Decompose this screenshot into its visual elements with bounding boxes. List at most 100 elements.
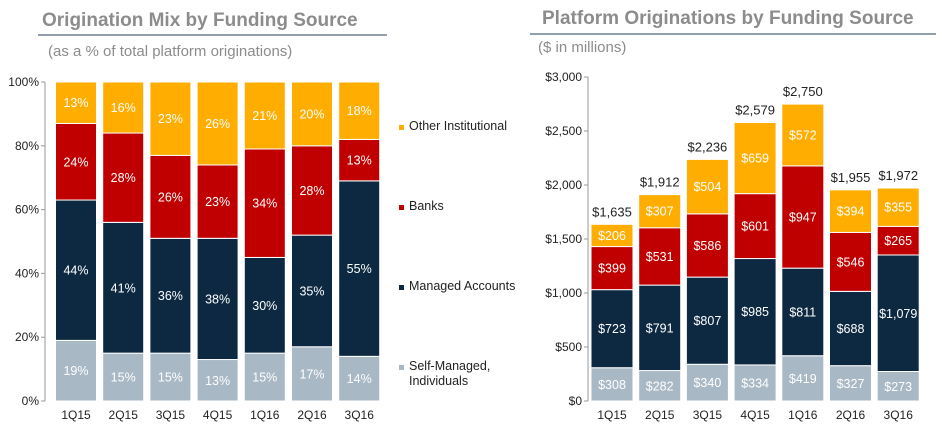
data-label: 30%: [252, 299, 277, 313]
bar-segment-self_managed: [243, 352, 286, 402]
legend-item-self_managed: Self-Managed,Individuals: [399, 359, 490, 388]
data-label: $273: [884, 380, 912, 394]
data-label: 24%: [63, 155, 88, 169]
x-tick-label: 2Q16: [297, 408, 327, 422]
data-label: 16%: [111, 101, 136, 115]
y-tick-label: $3,000: [545, 70, 582, 84]
data-label: $355: [884, 201, 912, 215]
legend-item-managed_accounts: Managed Accounts: [399, 279, 515, 293]
bar-segment-self_managed: [102, 352, 145, 402]
data-label: $947: [789, 211, 817, 225]
bar-segment-other_institutional: [149, 81, 192, 156]
y-tick-label: 60%: [15, 203, 39, 217]
data-label: $308: [598, 378, 626, 392]
data-label: $546: [837, 255, 865, 269]
chart-title: Origination Mix by Funding Source: [42, 10, 358, 31]
bar-segment-other_institutional: [291, 81, 333, 147]
data-label: $659: [741, 152, 769, 166]
data-label: $394: [837, 205, 865, 219]
data-label: 28%: [111, 171, 136, 185]
y-tick-label: 80%: [15, 139, 39, 153]
data-label: 20%: [299, 107, 324, 121]
bar-segment-self_managed: [338, 355, 381, 402]
data-label: 19%: [63, 364, 88, 378]
y-tick-label: $1,000: [545, 286, 582, 300]
data-label: $723: [598, 322, 626, 336]
bar-segment-other_institutional: [638, 194, 682, 229]
data-label: 23%: [158, 112, 183, 126]
bar-segment-banks: [781, 165, 825, 269]
data-label: $1,079: [879, 307, 917, 321]
data-label: $531: [646, 250, 674, 264]
x-tick-label: 2Q16: [836, 408, 866, 422]
bar-segment-other_institutional: [55, 81, 97, 124]
origination-mix-chart: Origination Mix by Funding Source (as a …: [8, 10, 515, 422]
legend-swatch: [399, 205, 404, 210]
data-label: $265: [884, 234, 912, 248]
bar-segment-managed_accounts: [876, 254, 920, 373]
legend-swatch: [399, 285, 404, 290]
bar-segment-self_managed: [291, 346, 333, 402]
total-label: $2,579: [735, 102, 775, 117]
chart-subtitle: ($ in millions): [538, 39, 626, 56]
total-label: $1,635: [592, 204, 632, 219]
bar-segment-other_institutional: [829, 189, 872, 233]
legend-label: Managed Accounts: [409, 279, 515, 293]
data-label: 26%: [158, 190, 183, 204]
x-tick-label: 3Q16: [345, 408, 375, 422]
y-tick-label: $2,000: [545, 178, 582, 192]
y-tick-label: 40%: [15, 266, 39, 280]
y-tick-label: 20%: [15, 330, 39, 344]
platform-originations-chart: Platform Originations by Funding Source …: [530, 8, 936, 422]
x-tick-label: 1Q15: [61, 408, 91, 422]
data-label: $334: [741, 376, 769, 390]
bar-segment-banks: [638, 227, 682, 286]
data-label: 15%: [252, 371, 277, 385]
total-label: $2,750: [783, 84, 823, 99]
bar-segment-other_institutional: [196, 81, 239, 166]
legend-label: Individuals: [409, 374, 468, 388]
bar-segment-other_institutional: [876, 187, 920, 227]
data-label: $811: [789, 305, 816, 319]
bar-segment-managed_accounts: [733, 258, 777, 366]
legend-swatch: [399, 365, 404, 370]
bar-segment-managed_accounts: [149, 237, 192, 354]
data-label: $504: [693, 180, 721, 194]
y-tick-label: $0: [569, 394, 583, 408]
data-label: 15%: [111, 371, 136, 385]
bar-segment-self_managed: [55, 339, 97, 402]
bar-segment-banks: [55, 122, 97, 201]
bar-segment-managed_accounts: [685, 276, 729, 365]
bar-segment-managed_accounts: [781, 267, 825, 357]
legend-swatch: [399, 125, 404, 130]
data-label: 44%: [63, 264, 88, 278]
x-tick-label: 4Q15: [203, 408, 233, 422]
x-tick-label: 1Q16: [250, 408, 280, 422]
chart-title: Platform Originations by Funding Source: [542, 8, 914, 29]
data-label: 21%: [252, 109, 277, 123]
data-label: 34%: [252, 197, 277, 211]
bar-segment-self_managed: [876, 371, 920, 402]
bar-segment-other_institutional: [685, 158, 729, 215]
bar-segment-banks: [291, 145, 333, 236]
total-label: $2,236: [688, 139, 728, 154]
data-label: $282: [646, 379, 674, 393]
data-label: 17%: [299, 367, 324, 381]
x-tick-label: 2Q15: [645, 408, 675, 422]
x-tick-label: 3Q16: [884, 408, 914, 422]
data-label: 15%: [158, 371, 183, 385]
x-tick-label: 3Q15: [693, 408, 723, 422]
y-tick-label: $2,500: [545, 124, 582, 138]
bar-segment-managed_accounts: [590, 289, 634, 369]
data-label: $327: [837, 377, 865, 391]
data-label: $572: [789, 128, 817, 142]
legend-label: Banks: [409, 199, 444, 213]
data-label: 41%: [111, 281, 136, 295]
bar-segment-banks: [733, 193, 777, 260]
data-label: 13%: [205, 374, 230, 388]
y-tick-label: 100%: [8, 75, 39, 89]
x-tick-label: 1Q15: [597, 408, 627, 422]
bar-segment-other_institutional: [590, 223, 634, 248]
x-tick-label: 3Q15: [156, 408, 186, 422]
